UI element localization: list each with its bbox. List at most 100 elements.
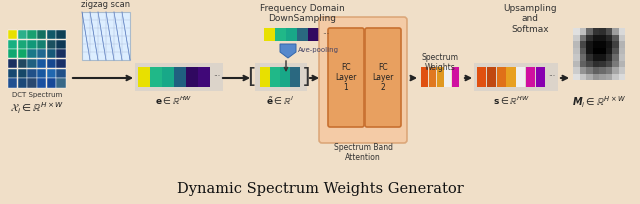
Bar [275, 28, 285, 41]
Bar [18, 49, 27, 59]
Bar [421, 67, 428, 87]
Bar [573, 54, 579, 61]
Bar [82, 12, 130, 60]
Bar [8, 40, 17, 49]
Bar [286, 28, 297, 41]
Text: Frequency Domain
DownSampling: Frequency Domain DownSampling [260, 4, 344, 23]
Bar [47, 30, 56, 39]
Bar [56, 78, 65, 88]
Bar [452, 67, 459, 87]
Bar [56, 59, 65, 68]
Bar [8, 49, 17, 59]
Bar [612, 41, 618, 48]
Bar [586, 28, 593, 34]
Text: Spectrum
Weights: Spectrum Weights [422, 53, 458, 72]
Bar [573, 28, 579, 34]
Bar [599, 28, 605, 34]
Bar [593, 28, 599, 34]
Bar [198, 67, 210, 87]
Bar [573, 41, 579, 48]
Text: [: [ [248, 67, 256, 87]
Bar [605, 41, 612, 48]
Bar [8, 69, 17, 78]
Bar [56, 30, 65, 39]
Bar [138, 67, 150, 87]
Bar [586, 67, 593, 73]
Bar [599, 54, 605, 61]
Bar [150, 67, 162, 87]
Bar [28, 59, 36, 68]
Bar [28, 78, 36, 88]
Bar [579, 28, 586, 34]
Bar [605, 61, 612, 67]
Bar [586, 54, 593, 61]
Bar [308, 28, 319, 41]
Bar [593, 48, 599, 54]
Bar [579, 73, 586, 80]
Text: ···: ··· [322, 30, 329, 39]
Bar [573, 73, 579, 80]
Bar [28, 49, 36, 59]
Bar [270, 67, 280, 87]
Bar [579, 61, 586, 67]
Bar [586, 34, 593, 41]
Bar [586, 73, 593, 80]
Bar [260, 67, 269, 87]
Text: ···: ··· [213, 72, 220, 82]
Bar [612, 48, 618, 54]
Text: FC
Layer
1: FC Layer 1 [335, 63, 356, 92]
Bar [573, 61, 579, 67]
Bar [618, 61, 625, 67]
Bar [280, 67, 290, 87]
Bar [18, 40, 27, 49]
Bar [612, 28, 618, 34]
Bar [47, 40, 56, 49]
Bar [47, 69, 56, 78]
Bar [618, 73, 625, 80]
Bar [37, 40, 46, 49]
Polygon shape [280, 44, 296, 58]
Bar [47, 49, 56, 59]
Bar [573, 48, 579, 54]
Bar [593, 54, 599, 61]
Bar [429, 67, 436, 87]
Text: Spectrum Band
Attention: Spectrum Band Attention [333, 143, 392, 162]
Bar [618, 41, 625, 48]
Bar [586, 61, 593, 67]
Bar [599, 67, 605, 73]
Bar [605, 67, 612, 73]
Bar [516, 67, 525, 87]
Bar [579, 48, 586, 54]
Bar [579, 54, 586, 61]
Bar [255, 63, 307, 91]
Bar [605, 28, 612, 34]
Bar [474, 63, 558, 91]
Text: $\boldsymbol{M}_i \in \mathbb{R}^{H \times W}$: $\boldsymbol{M}_i \in \mathbb{R}^{H \tim… [572, 94, 626, 110]
Bar [8, 30, 17, 39]
Bar [612, 34, 618, 41]
Bar [18, 59, 27, 68]
Bar [579, 34, 586, 41]
Bar [599, 73, 605, 80]
Text: $\mathcal{X}_i \in \mathbb{R}^{H \times W}$: $\mathcal{X}_i \in \mathbb{R}^{H \times … [10, 100, 64, 116]
Bar [56, 40, 65, 49]
Bar [593, 34, 599, 41]
FancyBboxPatch shape [319, 17, 407, 143]
Bar [18, 69, 27, 78]
Bar [37, 78, 46, 88]
Bar [612, 73, 618, 80]
Bar [618, 67, 625, 73]
FancyBboxPatch shape [365, 28, 401, 127]
Bar [174, 67, 186, 87]
Bar [28, 30, 36, 39]
Bar [579, 41, 586, 48]
Bar [56, 69, 65, 78]
Bar [593, 41, 599, 48]
Bar [477, 67, 486, 87]
Bar [135, 63, 223, 91]
Bar [605, 48, 612, 54]
Bar [573, 34, 579, 41]
Bar [497, 67, 506, 87]
Bar [506, 67, 516, 87]
Bar [291, 67, 300, 87]
